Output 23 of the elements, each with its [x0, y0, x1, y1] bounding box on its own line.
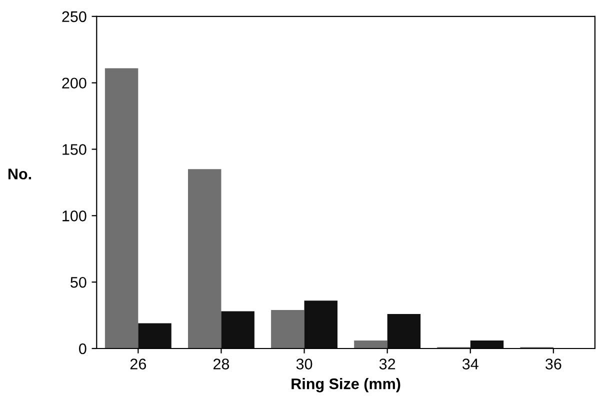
y-tick-label: 100	[62, 210, 86, 222]
y-axis-title: No.	[8, 168, 32, 180]
bar	[304, 300, 338, 348]
x-axis-title: Ring Size (mm)	[292, 378, 400, 392]
bar	[271, 310, 304, 348]
y-tick-label: 250	[62, 11, 86, 22]
y-tick-label: 150	[62, 144, 86, 155]
bar	[470, 340, 504, 348]
y-tick-label: 50	[70, 276, 86, 288]
bar	[104, 68, 138, 348]
x-tick-label: 32	[379, 358, 396, 370]
x-tick-label: 26	[130, 358, 146, 370]
x-tick-label: 28	[213, 358, 230, 370]
bar	[354, 340, 388, 348]
x-tick-label: 36	[546, 358, 562, 370]
bar	[221, 311, 254, 348]
y-tick-label: 200	[62, 78, 86, 89]
bar	[188, 169, 222, 348]
x-tick-label: 30	[296, 358, 312, 370]
bar	[387, 314, 421, 348]
y-tick-label: 0	[79, 343, 86, 354]
x-tick-label: 34	[462, 358, 478, 370]
bar	[138, 323, 172, 348]
